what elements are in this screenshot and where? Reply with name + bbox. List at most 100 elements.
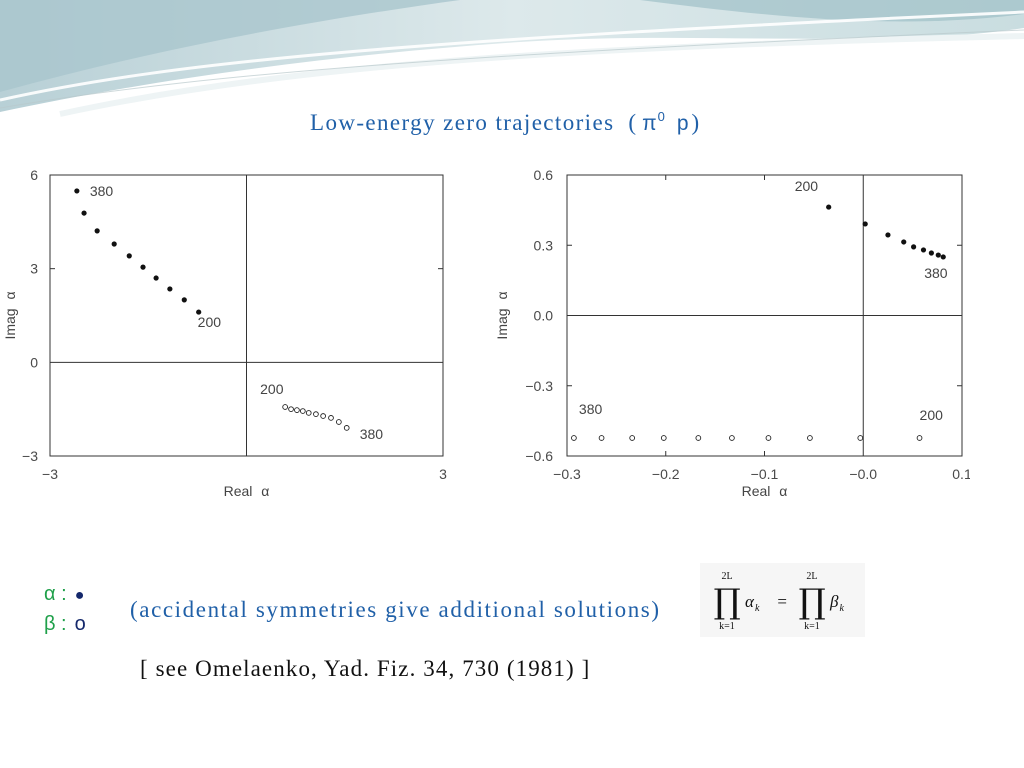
beta-point — [695, 435, 702, 441]
alpha-point — [940, 254, 946, 260]
alpha-symbol: α — [745, 592, 754, 611]
alpha-point — [111, 241, 117, 247]
wave-line-gray — [0, 29, 1024, 109]
energy-label: 380 — [924, 265, 948, 281]
beta-point — [916, 435, 923, 441]
beta-point — [305, 410, 312, 416]
legend-beta-symbol: β : — [44, 613, 67, 635]
y-tick-label: −0.6 — [525, 448, 553, 464]
title-text: Low-energy zero trajectories — [310, 110, 615, 135]
x-tick-label: −0.1 — [751, 466, 779, 482]
legend-alpha: α : ● — [44, 582, 84, 606]
beta-point — [336, 419, 342, 425]
beta-point — [328, 415, 334, 421]
energy-label: 200 — [920, 407, 944, 423]
beta-point — [343, 425, 350, 431]
y-axis-label: Imag α — [494, 291, 510, 339]
legend-alpha-symbol: α : — [44, 583, 67, 605]
energy-label: 200 — [795, 178, 819, 194]
slide-title: Low-energy zero trajectories (π 0 p) — [310, 109, 699, 137]
product-right-lower: k=1 — [804, 621, 820, 632]
beta-point — [282, 404, 288, 410]
alpha-point — [153, 275, 159, 281]
beta-point — [598, 435, 605, 441]
beta-point — [765, 435, 772, 441]
alpha-point — [862, 221, 868, 227]
x-tick-label: −0.0 — [849, 466, 877, 482]
product-right-upper: 2L — [806, 571, 818, 582]
alpha-point — [196, 309, 202, 315]
alpha-point — [920, 247, 927, 253]
beta-point — [571, 435, 577, 441]
y-tick-label: 0.3 — [534, 237, 554, 253]
product-left-term: αk — [745, 592, 759, 615]
x-axis-label: Real α — [742, 483, 788, 499]
product-left: 2L ∏ k=1 — [711, 571, 743, 633]
title-paren-close: ) — [691, 110, 700, 135]
wave-line-soft — [59, 33, 1024, 117]
y-tick-label: 6 — [30, 167, 38, 183]
y-tick-label: −3 — [22, 448, 38, 464]
y-tick-label: 3 — [30, 261, 38, 277]
x-tick-label: −0.2 — [652, 466, 680, 482]
alpha-point — [928, 250, 934, 256]
alpha-point — [901, 239, 907, 245]
energy-label: 380 — [360, 426, 384, 442]
title-superscript: 0 — [657, 109, 665, 124]
beta-point — [629, 435, 636, 441]
product-right: 2L ∏ k=1 — [796, 571, 828, 633]
y-tick-label: 0.0 — [534, 308, 554, 324]
equals-sign: = — [777, 592, 787, 611]
energy-label: 380 — [90, 183, 114, 199]
product-left-operator: ∏ — [713, 582, 741, 622]
alpha-point — [885, 232, 891, 238]
beta-point — [320, 413, 326, 419]
beta-point — [294, 407, 300, 413]
product-formula: 2L ∏ k=1 αk = 2L ∏ k=1 βk — [700, 563, 865, 637]
product-left-upper: 2L — [721, 571, 733, 582]
beta-point — [729, 435, 735, 441]
alpha-point — [81, 210, 87, 216]
product-left-lower: k=1 — [719, 621, 735, 632]
x-tick-label: −3 — [42, 466, 58, 482]
citation: [ see Omelaenko, Yad. Fiz. 34, 730 (1981… — [140, 656, 591, 681]
x-tick-label: 0.1 — [952, 466, 972, 482]
header-wave — [0, 0, 1024, 117]
product-right-term: βk — [830, 592, 844, 615]
alpha-subscript: k — [754, 603, 760, 614]
x-tick-label: 3 — [439, 466, 447, 482]
beta-point — [807, 435, 813, 441]
y-axis-label: Imag α — [2, 291, 18, 339]
y-tick-label: 0 — [30, 354, 38, 370]
chart-left: −3 0 3 6 −3 3 Real α Imag α 380 200 200 380 — [2, 167, 447, 499]
alpha-point — [126, 253, 132, 259]
y-tick-label: 0.6 — [534, 167, 554, 183]
energy-label: 200 — [198, 314, 222, 330]
x-axis-label: Real α — [224, 483, 270, 499]
beta-point — [857, 435, 864, 441]
beta-symbol: β — [829, 592, 839, 611]
alpha-point — [181, 297, 187, 303]
alpha-point — [935, 252, 941, 258]
chart-right: −0.6−0.30.00.30.6−0.3 −0.2 −0.1 −0.0 0.1Real… — [494, 167, 972, 499]
title-pi: π — [642, 112, 657, 135]
alpha-point — [826, 204, 832, 210]
legend-open-marker: o — [74, 613, 86, 635]
x-tick-label: −0.3 — [553, 466, 581, 482]
legend-filled-marker: ● — [74, 587, 85, 604]
beta-point — [299, 408, 306, 414]
symmetry-note: (accidental symmetries give additional s… — [130, 597, 661, 622]
beta-point — [288, 406, 294, 413]
legend-beta: β : o — [44, 612, 86, 636]
alpha-point — [167, 286, 173, 292]
product-right-operator: ∏ — [798, 582, 826, 622]
title-paren-open: ( — [628, 110, 637, 135]
energy-label: 200 — [260, 381, 284, 397]
beta-point — [660, 435, 667, 441]
wave-band-dark — [0, 0, 460, 92]
beta-point — [313, 411, 319, 418]
alpha-point — [74, 188, 80, 194]
y-tick-label: −0.3 — [525, 378, 553, 394]
